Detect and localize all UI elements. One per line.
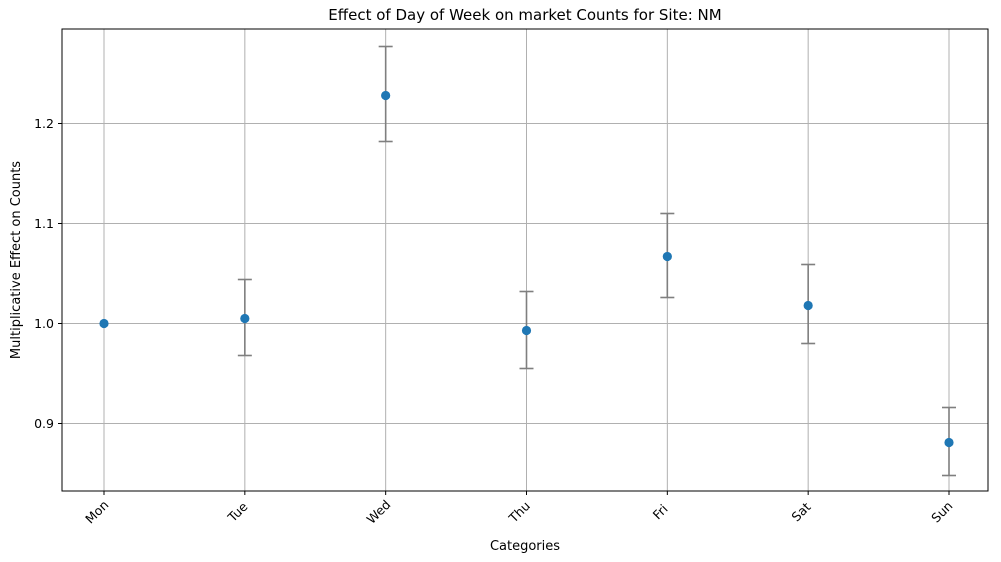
x-tick-label: Thu [505,498,533,526]
x-axis-ticks: Mon Tue Wed Thu Fri Sat Sun [82,491,956,527]
data-points [99,90,954,448]
y-tick-label: 1.2 [34,116,54,131]
data-point-sun [944,437,954,448]
x-tick-label: Sun [928,498,955,525]
grid [62,29,988,491]
data-point-sat [803,300,813,311]
chart-title: Effect of Day of Week on market Counts f… [328,6,721,24]
x-tick-label: Wed [364,497,394,527]
x-tick-label: Mon [82,497,111,526]
error-bars [237,45,956,477]
x-axis-label: Categories [490,539,560,554]
x-tick-label: Tue [224,499,251,526]
y-axis-ticks: 0.9 1.0 1.1 1.2 [34,116,62,431]
y-tick-label: 0.9 [34,416,54,431]
y-axis-label: Multiplicative Effect on Counts [9,161,24,359]
plot-frame [61,28,989,492]
data-point-mon [99,318,109,329]
y-tick-label: 1.0 [34,316,54,331]
x-tick-label: Fri [650,501,671,522]
data-point-tue [240,313,250,324]
data-point-thu [521,325,532,336]
data-point-fri [662,251,672,262]
y-tick-label: 1.1 [34,216,54,231]
x-tick-label: Sat [788,499,813,524]
data-point-wed [381,90,391,101]
